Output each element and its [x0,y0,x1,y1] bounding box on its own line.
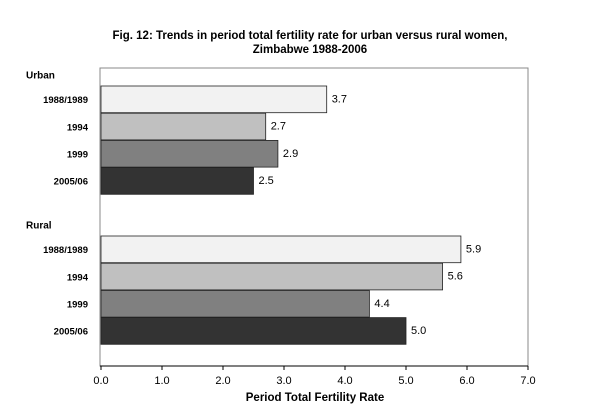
category-label: 1988/1989 [43,95,88,106]
chart-subtitle: Zimbabwe 1988-2006 [253,44,367,56]
bar [100,112,267,141]
x-axis-label: Period Total Fertility Rate [246,392,384,404]
bar [100,235,462,264]
x-tick-label: 5.0 [398,375,413,387]
value-label: 2.9 [283,148,298,160]
x-tick-label: 0.0 [93,375,108,387]
bar [100,289,370,318]
x-tick-label: 7.0 [520,375,535,387]
chart-title: Fig. 12: Trends in period total fertilit… [113,30,508,42]
group-label: Urban [26,71,55,82]
category-label: 1994 [67,122,89,133]
bar [100,139,279,168]
value-label: 5.6 [448,271,463,283]
bar [100,167,254,195]
x-tick-label: 4.0 [337,375,352,387]
x-tick-label: 3.0 [276,375,291,387]
category-label: 1988/1989 [43,245,88,256]
value-label: 4.4 [374,298,389,310]
value-label: 3.7 [332,94,347,106]
category-label: 2005/06 [54,327,88,338]
value-label: 2.7 [271,121,286,133]
x-tick-label: 6.0 [459,375,474,387]
bar [100,85,328,114]
group-label: Rural [26,221,52,232]
x-tick-label: 2.0 [215,375,230,387]
x-tick-label: 1.0 [154,375,169,387]
value-label: 2.5 [259,175,274,187]
value-label: 5.0 [411,325,426,337]
bar [100,317,407,345]
category-label: 1999 [67,150,88,161]
category-label: 1994 [67,272,89,283]
category-label: 2005/06 [54,177,88,188]
value-label: 5.9 [466,244,481,256]
category-label: 1999 [67,300,88,311]
bar [100,262,444,291]
